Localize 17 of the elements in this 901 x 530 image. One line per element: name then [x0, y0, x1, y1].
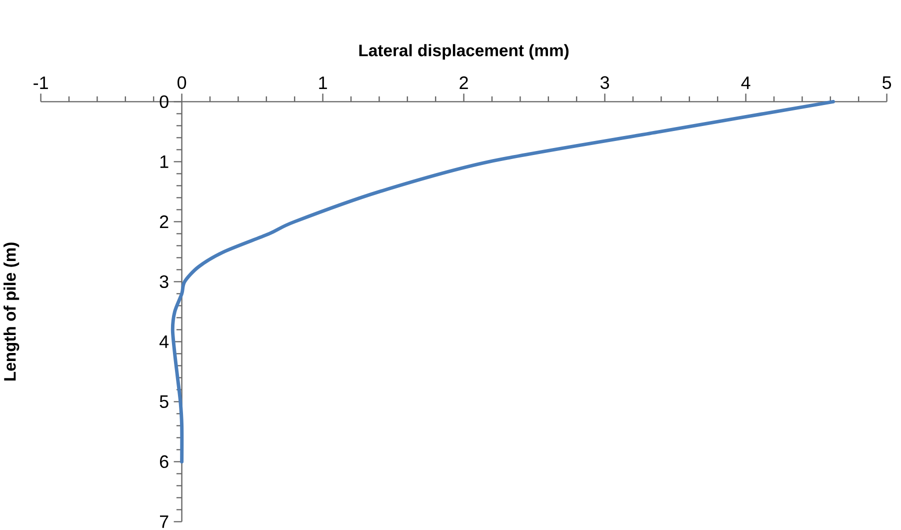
x-tick-label: 3 — [600, 76, 610, 89]
x-tick-label: 0 — [178, 76, 186, 89]
x-tick-label: 5 — [882, 76, 892, 89]
line-series — [170, 100, 835, 464]
x-tick-label: -1 — [34, 76, 48, 89]
y-tick-label: 1 — [160, 156, 168, 168]
x-axis-title: Lateral displacement (mm) — [359, 44, 569, 60]
y-tick-label: 6 — [160, 455, 168, 468]
x-tick-label: 2 — [460, 76, 468, 89]
y-axis-title: Length of pile (m) — [4, 242, 20, 380]
x-tick-label: 1 — [319, 76, 327, 89]
y-tick-label: 3 — [160, 275, 168, 288]
y-tick-label: 4 — [159, 335, 169, 348]
y-tick-label: 5 — [160, 395, 168, 408]
x-tick-label: 4 — [741, 76, 750, 89]
y-tick-label: 2 — [160, 215, 168, 228]
y-tick-label: 7 — [160, 515, 168, 528]
